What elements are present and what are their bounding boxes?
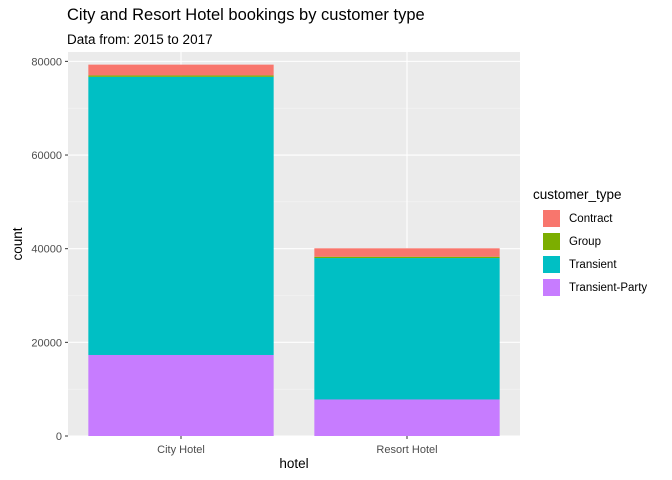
x-tick-label: Resort Hotel (376, 444, 437, 456)
legend: customer_type Contract Group Transient T… (533, 187, 647, 299)
legend-key-transient-party (543, 279, 560, 296)
legend-key-contract (543, 210, 560, 227)
bar-transient-party-resort-hotel (314, 399, 500, 436)
legend-key-group (543, 233, 560, 250)
y-axis-title: count (10, 227, 25, 260)
legend-item-contract: Contract (533, 207, 647, 230)
bar-contract-city-hotel (88, 64, 274, 76)
bar-contract-resort-hotel (314, 248, 500, 257)
chart-subtitle: Data from: 2015 to 2017 (67, 32, 213, 47)
legend-title: customer_type (533, 187, 622, 202)
y-tick-label: 0 (56, 431, 62, 443)
legend-label-transient: Transient (569, 258, 617, 271)
legend-item-group: Group (533, 230, 647, 253)
x-axis-title: hotel (279, 456, 308, 471)
y-tick-label: 60000 (31, 150, 62, 162)
legend-item-transient-party: Transient-Party (533, 276, 647, 299)
bar-transient-party-city-hotel (88, 354, 274, 436)
bar-transient-city-hotel (88, 76, 274, 355)
y-tick-label: 80000 (31, 56, 62, 68)
legend-label-contract: Contract (569, 212, 613, 225)
legend-item-transient: Transient (533, 253, 647, 276)
y-tick-label: 40000 (31, 244, 62, 256)
legend-label-group: Group (569, 235, 601, 248)
legend-label-transient-party: Transient-Party (569, 281, 648, 294)
legend-key-transient (543, 256, 560, 273)
bar-group-city-hotel (88, 75, 274, 77)
y-tick-label: 20000 (31, 337, 62, 349)
bar-transient-resort-hotel (314, 258, 500, 400)
x-tick-label: City Hotel (157, 444, 205, 456)
chart-title: City and Resort Hotel bookings by custom… (67, 6, 425, 24)
bar-group-resort-hotel (314, 256, 500, 259)
